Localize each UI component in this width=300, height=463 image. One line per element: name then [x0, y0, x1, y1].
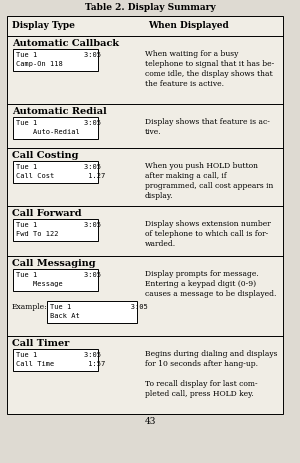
- Text: 43: 43: [144, 418, 156, 426]
- Text: Display Type: Display Type: [12, 21, 75, 31]
- Bar: [13, 219, 98, 241]
- Text: Tue 1           3:05: Tue 1 3:05: [16, 222, 101, 228]
- Text: Tue 1           3:05: Tue 1 3:05: [16, 52, 101, 58]
- Text: Auto-Redial: Auto-Redial: [16, 129, 80, 135]
- Text: Automatic Redial: Automatic Redial: [12, 107, 107, 117]
- Text: Tue 1              3:05: Tue 1 3:05: [50, 304, 148, 310]
- Text: Display prompts for message.
Entering a keypad digit (0-9)
causes a message to b: Display prompts for message. Entering a …: [145, 270, 276, 298]
- Bar: [47, 301, 137, 323]
- Text: Call Costing: Call Costing: [12, 151, 79, 161]
- Text: Fwd To 122: Fwd To 122: [16, 231, 58, 237]
- Text: Call Forward: Call Forward: [12, 209, 82, 219]
- Text: Tue 1           3:05: Tue 1 3:05: [16, 272, 101, 278]
- Text: Display shows that feature is ac-
tive.: Display shows that feature is ac- tive.: [145, 118, 270, 136]
- Bar: [13, 349, 98, 371]
- Text: Call Cost        1.27: Call Cost 1.27: [16, 173, 105, 179]
- Text: When you push HOLD button
after making a call, if
programmed, call cost appears : When you push HOLD button after making a…: [145, 162, 273, 200]
- Bar: [13, 269, 98, 291]
- Text: Tue 1           3:05: Tue 1 3:05: [16, 164, 101, 170]
- Text: Example:: Example:: [12, 303, 48, 311]
- Text: Back At: Back At: [50, 313, 80, 319]
- Text: When Displayed: When Displayed: [148, 21, 229, 31]
- Bar: [13, 117, 98, 139]
- Text: Table 2. Display Summary: Table 2. Display Summary: [85, 2, 215, 12]
- Text: Begins during dialing and displays
for 10 seconds after hang-up.

To recall disp: Begins during dialing and displays for 1…: [145, 350, 278, 398]
- Bar: [7, 16, 283, 414]
- Text: Display shows extension number
of telephone to which call is for-
warded.: Display shows extension number of teleph…: [145, 220, 271, 248]
- Text: Tue 1           3:05: Tue 1 3:05: [16, 120, 101, 126]
- Text: Message: Message: [16, 281, 63, 287]
- Text: Tue 1           3:05: Tue 1 3:05: [16, 352, 101, 358]
- Text: Automatic Callback: Automatic Callback: [12, 39, 119, 49]
- Text: Camp-On 118: Camp-On 118: [16, 61, 63, 67]
- Text: When waiting for a busy
telephone to signal that it has be-
come idle, the displ: When waiting for a busy telephone to sig…: [145, 50, 274, 88]
- Bar: [13, 49, 98, 71]
- Text: Call Messaging: Call Messaging: [12, 259, 96, 269]
- Text: Call Time        1:57: Call Time 1:57: [16, 361, 105, 367]
- Text: Call Timer: Call Timer: [12, 339, 69, 349]
- Bar: [13, 161, 98, 183]
